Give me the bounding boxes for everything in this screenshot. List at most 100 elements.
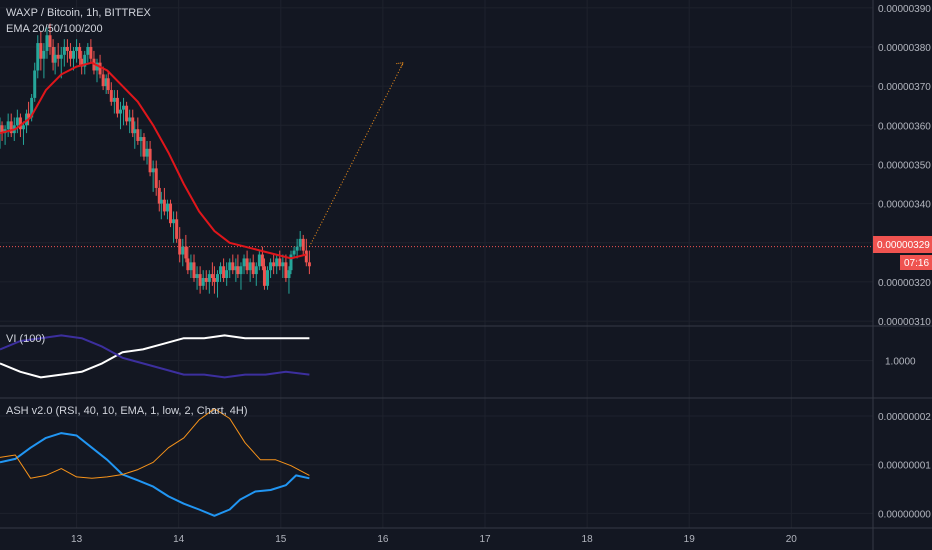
ema-line[interactable] [0,61,307,260]
candle[interactable] [257,250,261,271]
candle[interactable] [269,258,273,279]
candle[interactable] [165,199,169,220]
candle[interactable] [248,258,252,282]
candle[interactable] [189,254,193,279]
candle[interactable] [148,140,152,177]
candle[interactable] [222,258,226,282]
candle[interactable] [186,246,190,275]
candle[interactable] [53,46,57,75]
candle[interactable] [289,250,293,275]
candle[interactable] [275,254,279,275]
candle[interactable] [228,258,232,279]
candle[interactable] [236,254,240,279]
candle[interactable] [157,180,161,212]
candle[interactable] [278,250,282,271]
candle[interactable] [301,234,305,255]
ash-indicator-label[interactable]: ASH v2.0 (RSI, 40, 10, EMA, 1, low, 2, C… [6,405,247,417]
ash-series-line[interactable] [0,408,310,479]
candle[interactable] [86,43,90,63]
candle[interactable] [287,266,291,294]
candle[interactable] [175,211,179,243]
candle[interactable] [72,46,76,71]
candle[interactable] [95,58,99,83]
candle[interactable] [128,109,132,134]
candle[interactable] [136,117,140,145]
candle[interactable] [184,234,188,263]
candle[interactable] [239,262,243,290]
candle[interactable] [212,266,216,294]
candle[interactable] [281,254,285,279]
candle[interactable] [304,238,308,267]
candle[interactable] [242,254,246,275]
candle[interactable] [106,70,110,94]
candle[interactable] [9,113,13,138]
vi-indicator-label[interactable]: VI (100) [6,333,45,345]
candle[interactable] [125,101,129,126]
candle[interactable] [145,140,149,165]
candle[interactable] [131,109,135,138]
candle[interactable] [225,262,229,286]
candle[interactable] [33,62,37,102]
candle[interactable] [295,238,299,259]
candle[interactable] [198,266,202,294]
candle[interactable] [298,231,302,251]
candle[interactable] [112,90,116,114]
candle[interactable] [207,270,211,294]
candle[interactable] [118,101,122,130]
candle[interactable] [169,199,173,228]
candle[interactable] [181,238,185,267]
candle[interactable] [59,46,63,79]
candle[interactable] [48,23,52,55]
candle[interactable] [195,266,199,290]
candle[interactable] [272,254,276,275]
candle[interactable] [6,113,10,138]
candle[interactable] [62,39,66,67]
candle[interactable] [89,39,93,63]
candle[interactable] [65,39,69,63]
candle[interactable] [307,250,311,275]
candle[interactable] [284,254,288,282]
candle[interactable] [27,101,31,126]
candle[interactable] [245,250,249,275]
candle[interactable] [21,121,25,145]
candle[interactable] [162,187,166,216]
candle[interactable] [231,254,235,275]
candle[interactable] [266,266,270,290]
candle[interactable] [262,258,266,290]
candle[interactable] [39,31,43,71]
candle[interactable] [251,254,255,279]
candle[interactable] [219,262,223,282]
candle[interactable] [45,27,49,59]
candle[interactable] [51,39,55,71]
candle[interactable] [80,50,84,75]
candle[interactable] [42,43,46,79]
candle[interactable] [0,121,4,141]
candle[interactable] [192,254,196,282]
candle[interactable] [151,160,155,192]
candle[interactable] [115,90,119,118]
candle[interactable] [104,74,108,94]
candle[interactable] [56,43,60,67]
candle[interactable] [234,258,238,282]
candle[interactable] [75,39,79,63]
candle[interactable] [204,270,208,290]
candle[interactable] [139,129,143,157]
ash-series-line[interactable] [0,432,310,517]
candle[interactable] [15,109,19,134]
candle[interactable] [210,262,214,286]
candle[interactable] [292,246,296,259]
candle[interactable] [68,43,72,67]
candle[interactable] [122,97,126,126]
candle[interactable] [36,35,40,79]
vi-series-line[interactable] [0,334,310,379]
candle[interactable] [133,121,137,149]
candle[interactable] [154,160,158,196]
candle[interactable] [83,50,87,75]
candle[interactable] [178,227,182,263]
candle[interactable] [215,270,219,298]
candle[interactable] [78,43,82,67]
candle[interactable] [101,66,105,91]
candle[interactable] [201,270,205,290]
